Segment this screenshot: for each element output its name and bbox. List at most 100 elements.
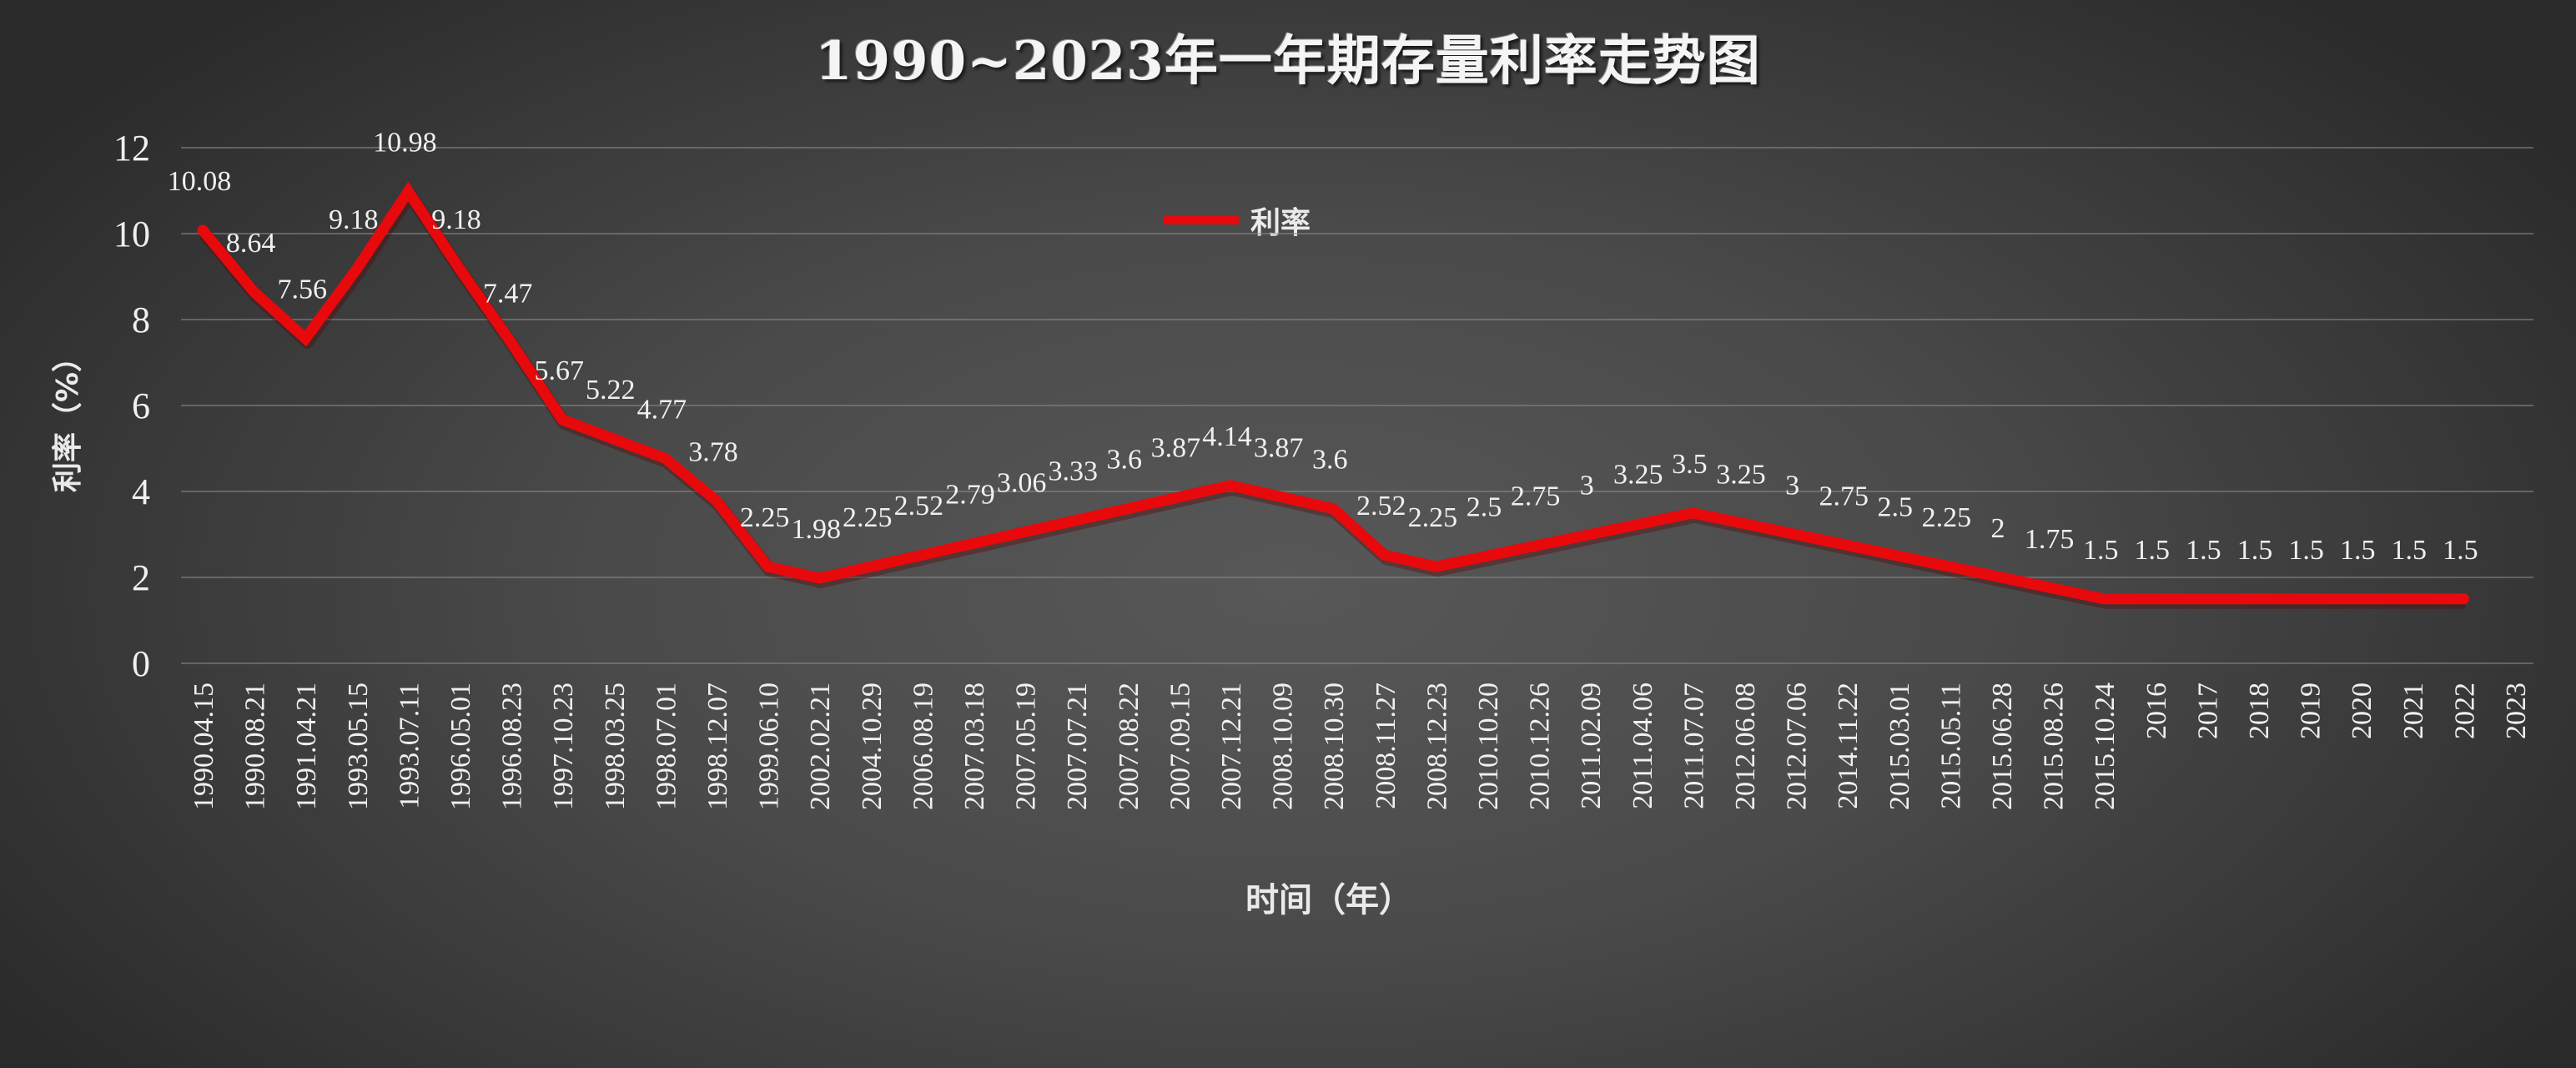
- data-label: 2.75: [1819, 481, 1869, 511]
- data-label: 2.25: [1408, 502, 1458, 533]
- x-tick-label: 2016: [2141, 683, 2172, 739]
- x-tick-label: 2021: [2398, 683, 2429, 739]
- data-label: 10.08: [168, 166, 232, 197]
- data-label: 1.5: [2288, 535, 2324, 566]
- x-tick-label: 2006.08.19: [908, 683, 938, 810]
- data-label: 7.56: [277, 275, 327, 305]
- x-tick-label: 1998.07.01: [651, 683, 682, 810]
- data-label: 2.75: [1511, 481, 1561, 511]
- y-tick-label: 0: [132, 643, 150, 684]
- x-tick-label: 2015.05.11: [1935, 683, 1966, 809]
- gridlines: [181, 147, 2533, 664]
- data-label: 3: [1580, 471, 1594, 501]
- legend-line-swatch: [1164, 216, 1239, 224]
- data-label: 4.77: [637, 394, 687, 425]
- data-label: 2.25: [740, 502, 790, 533]
- data-label: 4.14: [1202, 421, 1252, 452]
- y-axis-ticks: 0 2 4 6 8 10 12: [113, 128, 150, 684]
- x-tick-label: 1997.10.23: [548, 683, 579, 810]
- x-tick-label: 2014.11.22: [1833, 683, 1864, 809]
- x-tick-label: 2022: [2449, 683, 2480, 739]
- x-tick-label: 2017: [2192, 683, 2223, 739]
- rate-line: [197, 181, 2469, 605]
- series-line: [197, 181, 2469, 609]
- x-tick-label: 1990.08.21: [240, 683, 271, 810]
- x-tick-label: 1990.04.15: [189, 683, 219, 810]
- x-tick-label: 1993.05.15: [343, 683, 374, 810]
- x-tick-label: 2023: [2501, 683, 2532, 739]
- legend-label: 利率: [1250, 206, 1311, 240]
- data-label: 2.25: [843, 502, 893, 533]
- x-tick-label: 2010.12.26: [1525, 683, 1556, 810]
- y-tick-label: 2: [132, 557, 150, 598]
- x-tick-label: 2012.06.08: [1730, 683, 1761, 810]
- data-label: 10.98: [373, 128, 437, 159]
- data-label: 3.5: [1672, 449, 1708, 480]
- x-tick-label: 2007.08.22: [1114, 683, 1145, 810]
- x-tick-label: 2007.12.21: [1216, 683, 1247, 810]
- x-tick-label: 2018: [2244, 683, 2275, 739]
- data-label: 7.47: [483, 278, 533, 309]
- chart-title: 1990~2023年一年期存量利率走势图: [815, 30, 1761, 93]
- x-tick-label: 2007.03.18: [959, 683, 990, 810]
- x-tick-label: 2008.10.30: [1319, 683, 1350, 810]
- x-tick-label: 2008.11.27: [1371, 683, 1401, 809]
- x-tick-label: 1996.08.23: [497, 683, 528, 810]
- x-tick-label: 1993.07.11: [394, 683, 425, 809]
- x-tick-label: 2020: [2347, 683, 2377, 739]
- x-tick-label: 2011.04.06: [1628, 683, 1658, 809]
- y-tick-label: 10: [113, 214, 150, 254]
- data-label: 3.25: [1716, 460, 1766, 491]
- y-tick-label: 8: [132, 300, 150, 340]
- x-tick-label: 2007.05.19: [1011, 683, 1042, 810]
- data-label: 9.18: [329, 204, 379, 235]
- data-label: 1.98: [791, 514, 841, 545]
- x-axis-title: 时间（年）: [1245, 881, 1412, 919]
- data-label: 3.87: [1151, 433, 1201, 464]
- data-label: 1.5: [2186, 535, 2221, 566]
- x-tick-label: 2007.09.15: [1165, 683, 1195, 810]
- data-label: 5.67: [534, 355, 584, 386]
- data-label: 8.64: [226, 228, 276, 259]
- x-tick-label: 2015.03.01: [1884, 683, 1915, 810]
- x-tick-label: 2012.07.06: [1782, 683, 1813, 810]
- data-label: 2.25: [1922, 502, 1972, 533]
- data-label: 5.22: [586, 375, 636, 406]
- x-tick-label: 2011.07.07: [1678, 683, 1709, 809]
- x-tick-label: 2010.10.20: [1473, 683, 1504, 810]
- data-label: 2: [1991, 513, 2005, 544]
- x-tick-label: 2015.06.28: [1987, 683, 2018, 810]
- x-axis-ticks: 1990.04.15 1990.08.21 1991.04.21 1993.05.15…: [189, 683, 2532, 810]
- y-tick-label: 4: [132, 471, 150, 512]
- x-tick-label: 1991.04.21: [291, 683, 322, 810]
- x-tick-label: 2004.10.29: [857, 683, 888, 810]
- data-label: 1.5: [2443, 535, 2478, 566]
- data-label: 3.6: [1107, 445, 1143, 476]
- legend: 利率: [1164, 199, 1311, 242]
- data-label: 1.5: [2083, 535, 2119, 566]
- x-tick-label: 2015.10.24: [2090, 683, 2121, 810]
- x-tick-label: 1998.12.07: [702, 683, 733, 810]
- data-label: 2.5: [1878, 491, 1914, 522]
- x-tick-label: 2015.08.26: [2039, 683, 2070, 810]
- data-label: 2.5: [1467, 491, 1502, 522]
- x-tick-label: 1996.05.01: [445, 683, 476, 810]
- data-label: 1.5: [2237, 535, 2273, 566]
- x-tick-label: 1999.06.10: [754, 683, 785, 810]
- x-tick-label: 2007.07.21: [1062, 683, 1093, 810]
- data-label: 3: [1785, 471, 1799, 501]
- x-tick-label: 2019: [2296, 683, 2327, 739]
- data-label: 2.52: [1356, 491, 1406, 521]
- data-label: 1.5: [2392, 535, 2428, 566]
- x-tick-label: 2011.02.09: [1576, 683, 1607, 809]
- data-label: 3.87: [1254, 433, 1304, 464]
- data-label: 3.78: [688, 436, 738, 467]
- data-label: 1.5: [2135, 535, 2171, 566]
- data-labels: 10.088.647.569.1810.989.187.475.675.224.…: [168, 128, 2478, 566]
- x-tick-label: 2008.12.23: [1421, 683, 1452, 810]
- data-label: 2.52: [894, 491, 944, 521]
- data-label: 2.79: [945, 479, 995, 510]
- y-tick-label: 6: [132, 385, 150, 426]
